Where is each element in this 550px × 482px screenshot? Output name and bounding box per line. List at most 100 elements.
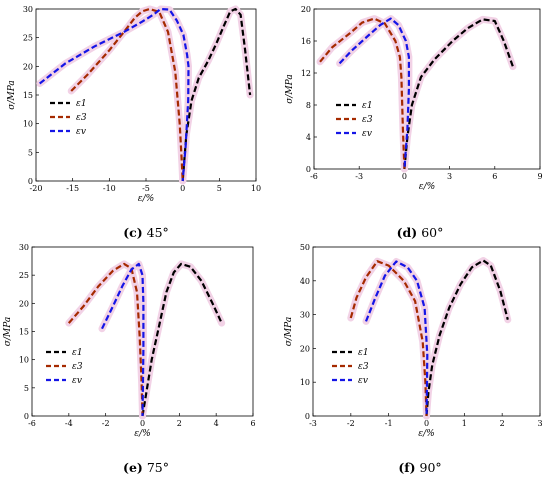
y-axis-label: σ/MPa: [284, 317, 294, 346]
x-tick-label: 4: [214, 419, 219, 428]
x-tick-label: 10: [251, 184, 261, 193]
series-line-3: [364, 260, 429, 417]
series-line-1: [403, 18, 514, 170]
legend-label-3: εv: [358, 376, 368, 386]
y-axis-label: σ/MPa: [3, 317, 13, 346]
series-line-2: [319, 17, 406, 170]
y-tick-label: 4: [306, 133, 311, 142]
x-axis-label: ε/%: [138, 194, 154, 204]
y-tick-label: 20: [19, 299, 29, 308]
x-tick-label: 0: [180, 184, 185, 193]
panel-caption: (f) 90°: [398, 460, 441, 475]
x-tick-label: -2: [347, 419, 355, 428]
x-tick-label: 0: [140, 419, 145, 428]
x-tick-label: -3: [355, 172, 363, 181]
series-line-2: [349, 260, 428, 417]
y-tick-label: 5: [28, 148, 33, 157]
series-line-3: [338, 17, 410, 170]
chart-panel-1: -20 -15 -10 -5 0 5 10 0 5 10 15 20 25 30 ε/% σ/MPa ε1 ε3 ε…: [7, 5, 261, 240]
y-tick-label: 10: [19, 356, 29, 365]
x-tick-label: -1: [385, 419, 393, 428]
legend-label-2: ε3: [358, 362, 369, 372]
x-tick-label: 3: [537, 419, 542, 428]
legend-label-3: εv: [362, 129, 372, 139]
series-line-2: [70, 7, 184, 182]
x-tick-label: 0: [402, 172, 407, 181]
y-tick-label: 15: [19, 328, 29, 337]
y-tick-label: 20: [301, 5, 311, 14]
legend-label-2: ε3: [362, 115, 373, 125]
y-tick-label: 0: [306, 165, 311, 174]
chart-panel-3: -6 -4 -2 0 2 4 6 0 5 10 15 20 25 30 ε/% σ/MPa ε1 ε3 εv (e) …: [3, 243, 256, 475]
caption-angle: 75°: [147, 460, 169, 475]
y-tick-label: 15: [23, 91, 33, 100]
series-halo: [65, 260, 146, 420]
x-tick-label: -15: [66, 184, 79, 193]
caption-letter: (f): [398, 460, 415, 475]
caption-letter: (e): [123, 460, 143, 475]
series-halo: [423, 257, 512, 420]
y-tick-label: 16: [301, 37, 311, 46]
series-halo: [139, 260, 226, 420]
y-tick-label: 50: [300, 243, 310, 252]
legend-label-2: ε3: [76, 113, 87, 123]
x-tick-label: -6: [28, 419, 36, 428]
panel-caption: (e) 75°: [123, 460, 169, 475]
y-tick-label: 40: [300, 277, 310, 286]
y-tick-label: 8: [306, 101, 311, 110]
x-tick-label: 5: [217, 184, 222, 193]
y-tick-label: 0: [28, 177, 33, 186]
legend-label-3: εv: [76, 127, 86, 137]
x-tick-label: -5: [142, 184, 150, 193]
legend-label-3: εv: [72, 376, 82, 386]
x-tick-label: -4: [65, 419, 73, 428]
series-line-1: [181, 7, 252, 182]
series-line-2: [67, 262, 144, 417]
x-tick-label: 6: [250, 419, 255, 428]
chart-panel-2: -6 -3 0 3 6 9 0 4 8 12 16 20 ε/% σ/MPa ε1 ε3 εv (d) 60°: [285, 5, 543, 240]
legend-label-1: ε1: [362, 101, 373, 111]
legend-label-1: ε1: [72, 348, 83, 358]
series-line-1: [141, 262, 223, 417]
y-tick-label: 30: [300, 311, 310, 320]
x-tick-label: -6: [310, 172, 318, 181]
y-tick-label: 30: [19, 243, 29, 252]
x-tick-label: -2: [102, 419, 110, 428]
y-tick-label: 20: [300, 344, 310, 353]
y-tick-label: 10: [23, 120, 33, 129]
y-axis-label: σ/MPa: [7, 80, 17, 109]
legend-label-1: ε1: [76, 99, 87, 109]
y-tick-label: 0: [24, 412, 29, 421]
series-line-3: [101, 262, 145, 417]
x-tick-label: 9: [537, 172, 542, 181]
x-tick-label: 2: [177, 419, 182, 428]
caption-angle: 90°: [420, 460, 442, 475]
y-axis-label: σ/MPa: [285, 74, 295, 103]
y-tick-label: 20: [23, 62, 33, 71]
y-tick-label: 0: [305, 412, 310, 421]
series-halo: [400, 15, 517, 173]
x-axis-label: ε/%: [419, 182, 435, 192]
x-tick-label: -10: [103, 184, 116, 193]
y-tick-label: 12: [301, 69, 311, 78]
series-line-1: [425, 259, 509, 417]
plot-frame: [313, 8, 541, 170]
x-tick-label: 3: [447, 172, 452, 181]
x-tick-label: 0: [424, 419, 429, 428]
y-tick-label: 25: [19, 271, 29, 280]
series-halo: [67, 5, 187, 185]
x-axis-label: ε/%: [134, 429, 150, 439]
y-tick-label: 25: [23, 34, 33, 43]
legend-label-2: ε3: [72, 362, 83, 372]
panel-caption: (c) 45°: [123, 225, 169, 240]
x-tick-label: -3: [309, 419, 317, 428]
y-tick-label: 10: [300, 378, 310, 387]
caption-letter: (d): [397, 225, 418, 240]
y-tick-label: 5: [24, 384, 29, 393]
x-tick-label: 6: [492, 172, 497, 181]
legend-label-1: ε1: [358, 348, 369, 358]
caption-angle: 60°: [421, 225, 443, 240]
y-tick-label: 30: [23, 5, 33, 14]
